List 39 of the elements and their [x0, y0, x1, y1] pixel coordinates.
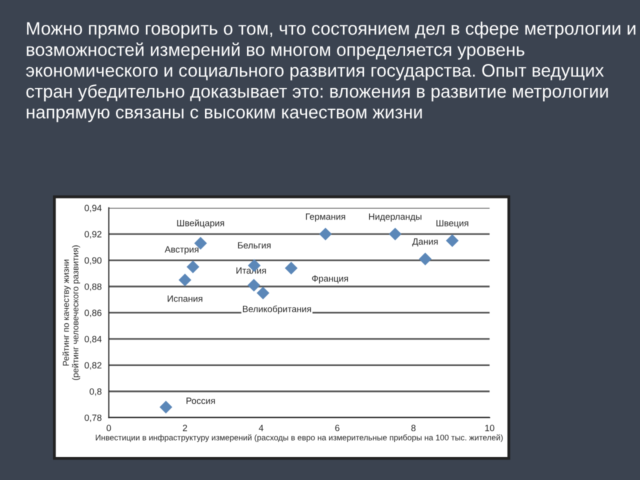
annotation: Нидерланды — [369, 214, 422, 222]
x-tick-label: 8 — [411, 424, 416, 432]
point — [160, 400, 172, 414]
annotation: Бельгия — [238, 242, 271, 249]
point — [284, 262, 298, 275]
y-tick-label: 0,90 — [84, 257, 102, 265]
annotation: Швеция — [436, 220, 468, 228]
annotation: Австрия — [164, 246, 198, 254]
point — [256, 286, 270, 300]
annotation: Швейцария — [177, 220, 224, 228]
annotation: Германия — [306, 214, 346, 222]
point — [248, 278, 260, 292]
x-tick-label: 10 — [485, 424, 494, 432]
point — [388, 228, 402, 240]
y-tick-label: 0,94 — [84, 204, 102, 212]
point — [319, 228, 332, 240]
chart-title: Можно прямо говорить о том, что состоянием дел в сфере метрологии и возможностей измерений во многом определяется уровень экономического и социального развития государства. Опыт ведущих стран убедительно доказывает это: вложения в развитие метрологии напрямую связаны с высоким качеством жизни — [26, 22, 636, 122]
point — [446, 234, 459, 247]
x-tick-label: 2 — [182, 424, 188, 432]
y-tick-label: 0,8 — [90, 388, 102, 396]
annotation: Россия — [186, 398, 215, 404]
point — [418, 252, 432, 266]
point — [186, 260, 200, 274]
annotation: Великобритания — [242, 305, 311, 314]
y-tick-label: 0,84 — [84, 336, 102, 344]
x-tick-label: 6 — [335, 424, 340, 432]
annotation: Франция — [312, 275, 348, 284]
x-tick-label: 4 — [258, 424, 264, 432]
y-tick-label: 0,78 — [84, 414, 102, 422]
x-tick-label: 0 — [106, 424, 111, 432]
annotation: Дания — [412, 238, 438, 246]
y-tick-label: 0,88 — [84, 283, 102, 291]
y-tick-label: 0,82 — [84, 362, 102, 370]
x-axis-title: Инвестиции в инфраструктуру измерений (расходы в евро на измерительные приборы на 100 тыс. жителей) — [96, 434, 503, 442]
y-axis-title: Рейтинг по качеству жизни (рейтинг человеческого развития) — [62, 245, 80, 380]
y-tick-label: 0,92 — [84, 231, 102, 238]
annotation: Испания — [168, 296, 202, 302]
y-tick-label: 0,86 — [84, 310, 102, 318]
point — [178, 274, 192, 286]
